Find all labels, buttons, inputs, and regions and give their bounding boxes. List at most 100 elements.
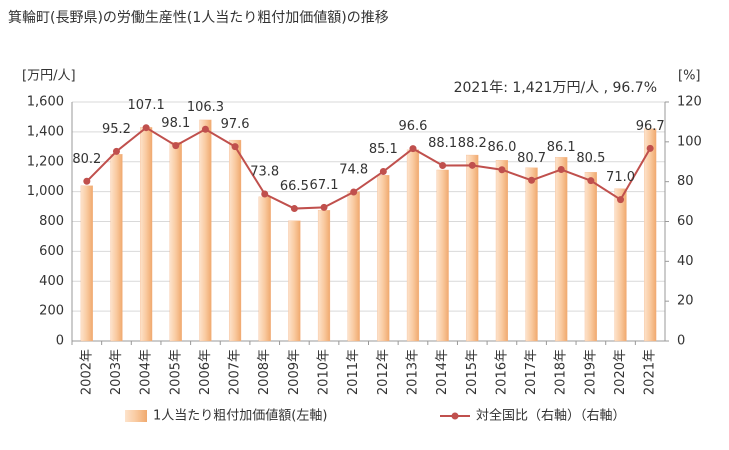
legend-swatch	[451, 412, 459, 420]
bar	[614, 188, 627, 342]
y-tick-label: 400	[39, 274, 64, 289]
x-tick-label: 2006年	[198, 349, 213, 395]
line-point	[142, 124, 150, 132]
bar	[525, 167, 538, 342]
data-label: 107.1	[128, 98, 165, 113]
x-tick-label: 2005年	[168, 349, 183, 395]
y-tick-label: 800	[39, 214, 64, 229]
x-tick-label: 2015年	[465, 349, 480, 395]
y2-tick-label: 60	[677, 214, 694, 229]
y-tick-label: 600	[39, 244, 64, 259]
line-point	[201, 125, 209, 133]
x-tick-label: 2013年	[405, 349, 420, 395]
line-point	[350, 188, 358, 196]
data-label: 80.5	[576, 151, 605, 166]
legend-swatch	[125, 410, 147, 422]
y-tick-label: 1,200	[27, 154, 64, 169]
bar	[288, 220, 301, 342]
x-tick-label: 2021年	[643, 349, 658, 395]
y-tick-label: 0	[56, 334, 64, 349]
line-point	[587, 177, 595, 185]
line-point	[172, 142, 180, 150]
line-point	[112, 147, 120, 155]
x-tick-label: 2020年	[613, 349, 628, 395]
y-axis-label: [万円/人]	[22, 69, 76, 84]
legend-label: 1人当たり粗付加価値額(左軸)	[153, 408, 327, 424]
data-label: 80.7	[517, 151, 546, 166]
line-point	[409, 145, 417, 153]
line-point	[617, 196, 625, 204]
line-point	[439, 162, 447, 170]
line-point	[498, 166, 506, 174]
bar	[644, 128, 657, 342]
line-point	[83, 177, 91, 185]
y2-tick-label: 20	[677, 294, 694, 309]
x-tick-label: 2019年	[583, 349, 598, 395]
bar	[80, 185, 93, 342]
y-tick-label: 1,000	[27, 184, 64, 199]
data-label: 98.1	[161, 116, 190, 131]
x-tick-label: 2011年	[346, 349, 361, 395]
y-tick-label: 1,400	[27, 124, 64, 139]
bar	[199, 119, 212, 342]
y2-tick-label: 100	[677, 134, 702, 149]
line-point	[290, 205, 298, 213]
annotation: 2021年: 1,421万円/人 , 96.7%	[454, 80, 657, 96]
line-point	[261, 190, 269, 198]
bar	[436, 169, 449, 342]
line	[86, 126, 652, 210]
data-label: 80.2	[72, 152, 101, 167]
x-tick-label: 2016年	[494, 349, 509, 395]
line-point	[646, 144, 654, 152]
x-tick-label: 2018年	[554, 349, 569, 395]
data-label: 74.8	[339, 163, 368, 178]
bar	[228, 139, 242, 342]
x-tick-label: 2012年	[376, 349, 391, 395]
x-tick-label: 2009年	[287, 349, 302, 395]
bar	[169, 142, 182, 342]
data-label: 96.6	[398, 119, 427, 134]
y-tick-label: 200	[39, 304, 64, 319]
bar	[555, 157, 568, 342]
y2-tick-label: 80	[677, 174, 694, 189]
bar	[584, 172, 597, 342]
chart-title: 箕輪町(長野県)の労働生産性(1人当たり粗付加価値額)の推移	[8, 9, 389, 26]
bar	[140, 127, 153, 342]
y2-tick-label: 0	[677, 334, 685, 349]
data-label: 88.2	[458, 136, 487, 151]
data-label: 97.6	[221, 117, 250, 132]
data-label: 95.2	[102, 122, 131, 137]
data-label: 66.5	[280, 179, 309, 194]
x-tick-label: 2010年	[317, 349, 332, 395]
line-point	[468, 161, 476, 169]
x-tick-label: 2004年	[139, 349, 154, 395]
data-label: 73.8	[250, 165, 279, 180]
data-label: 86.0	[487, 140, 516, 155]
line-point	[528, 176, 536, 184]
x-tick-label: 2008年	[257, 349, 272, 395]
bar	[406, 149, 420, 342]
data-label: 88.1	[428, 136, 457, 151]
y2-tick-label: 120	[677, 95, 702, 110]
line-point	[557, 166, 565, 174]
data-label: 106.3	[187, 100, 224, 115]
bar	[258, 196, 271, 342]
legend-label: 対全国比（右軸）（右軸）	[476, 408, 626, 424]
y-tick-label: 1,600	[27, 95, 64, 110]
bar	[495, 160, 509, 342]
x-tick-label: 2014年	[435, 349, 450, 395]
data-label: 96.7	[636, 119, 665, 134]
x-tick-label: 2017年	[524, 349, 539, 395]
y2-tick-label: 40	[677, 254, 694, 269]
data-label: 86.1	[547, 140, 576, 155]
data-label: 71.0	[606, 170, 635, 185]
x-tick-label: 2003年	[109, 349, 124, 395]
x-tick-label: 2002年	[79, 349, 94, 395]
bar	[110, 154, 123, 342]
bar	[317, 210, 331, 342]
bar	[466, 154, 479, 342]
line-point	[320, 203, 328, 211]
bar	[347, 191, 360, 342]
data-label: 85.1	[369, 142, 398, 157]
